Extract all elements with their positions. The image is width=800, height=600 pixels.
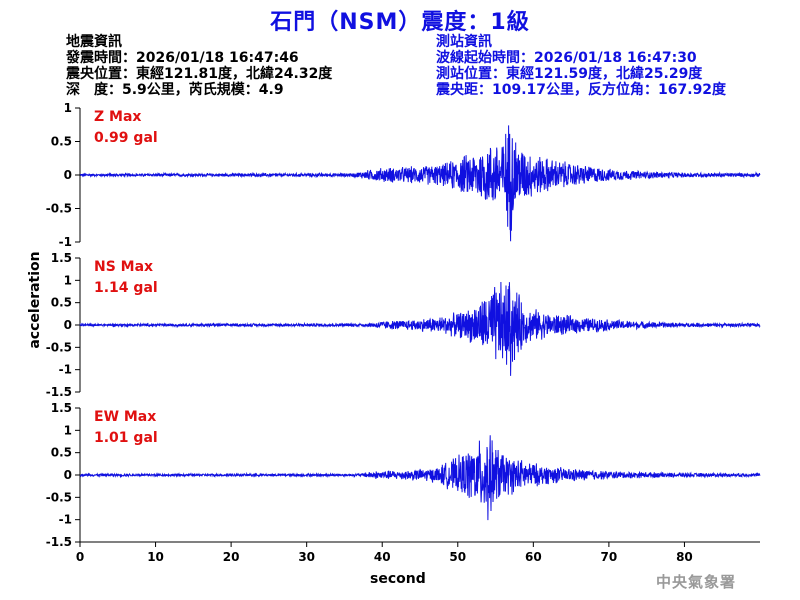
z-waveform-line <box>79 125 761 242</box>
z-max-label: Z Max 0.99 gal <box>94 107 158 149</box>
station-info: 測站資訊 波線起始時間：2026/01/18 16:47:30 測站位置：東經1… <box>436 34 726 98</box>
ns-y-tick-label: 1.5 <box>51 251 72 265</box>
y-axis-label: acceleration <box>27 251 43 349</box>
agency-logo-text: 中央氣象署 <box>656 573 737 591</box>
ns-y-tick-label: 0.5 <box>51 296 72 310</box>
ew-y-tick-label: 0 <box>64 468 72 482</box>
z-y-tick-label: -1 <box>59 235 72 249</box>
ns-y-tick-label: -1 <box>59 363 72 377</box>
ns-max-value: 1.14 gal <box>94 280 158 296</box>
z-max-title: Z Max <box>94 109 142 125</box>
ew-y-tick-label: -0.5 <box>46 490 72 504</box>
x-tick-label: 80 <box>676 550 693 564</box>
x-tick-label: 60 <box>525 550 542 564</box>
z-y-tick-label: 0.5 <box>51 135 72 149</box>
ns-y-tick-label: 0 <box>64 318 72 332</box>
ew-y-tick-label: -1.5 <box>46 535 72 549</box>
origin-time: 發震時間：2026/01/18 16:47:46 <box>66 50 299 66</box>
ns-y-tick-label: 1 <box>64 273 72 287</box>
page-title: 石門（NSM）震度：1級 <box>270 10 530 35</box>
x-tick-label: 40 <box>374 550 391 564</box>
z-y-tick-label: 1 <box>64 101 72 115</box>
z-y-tick-label: 0 <box>64 168 72 182</box>
x-tick-label: 50 <box>449 550 466 564</box>
ew-y-tick-label: 1 <box>64 423 72 437</box>
ns-y-tick-label: -1.5 <box>46 385 72 399</box>
station-info-heading: 測站資訊 <box>436 34 492 50</box>
ns-max-label: NS Max 1.14 gal <box>94 257 158 299</box>
earthquake-info-heading: 地震資訊 <box>66 34 122 50</box>
x-tick-label: 0 <box>76 550 84 564</box>
ew-waveform-line <box>79 435 761 521</box>
ew-y-tick-label: -1 <box>59 513 72 527</box>
z-max-value: 0.99 gal <box>94 130 158 146</box>
ns-max-title: NS Max <box>94 259 154 275</box>
wave-start-time: 波線起始時間：2026/01/18 16:47:30 <box>436 50 697 66</box>
ns-y-tick-label: -0.5 <box>46 340 72 354</box>
x-tick-label: 20 <box>223 550 240 564</box>
depth-magnitude: 深 度：5.9公里，芮氏規模：4.9 <box>66 82 284 98</box>
ew-y-tick-label: 0.5 <box>51 446 72 460</box>
ew-max-label: EW Max 1.01 gal <box>94 407 158 449</box>
ew-y-tick-label: 1.5 <box>51 401 72 415</box>
x-axis-label: second <box>370 571 426 587</box>
epicenter-location: 震央位置：東經121.81度，北緯24.32度 <box>66 66 333 82</box>
station-location: 測站位置：東經121.59度，北緯25.29度 <box>436 66 703 82</box>
earthquake-info: 地震資訊 發震時間：2026/01/18 16:47:46 震央位置：東經121… <box>66 34 332 98</box>
x-tick-label: 10 <box>147 550 164 564</box>
ns-waveform-line <box>79 281 761 376</box>
ew-max-value: 1.01 gal <box>94 430 158 446</box>
ew-max-title: EW Max <box>94 409 157 425</box>
x-tick-label: 70 <box>601 550 618 564</box>
x-tick-label: 30 <box>298 550 315 564</box>
z-y-tick-label: -0.5 <box>46 202 72 216</box>
distance-azimuth: 震央距：109.17公里，反方位角：167.92度 <box>436 82 727 98</box>
